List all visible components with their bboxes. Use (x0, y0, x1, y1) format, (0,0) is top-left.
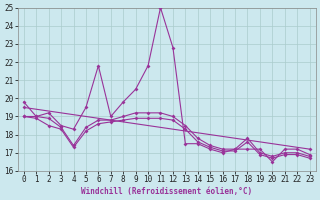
X-axis label: Windchill (Refroidissement éolien,°C): Windchill (Refroidissement éolien,°C) (81, 187, 252, 196)
